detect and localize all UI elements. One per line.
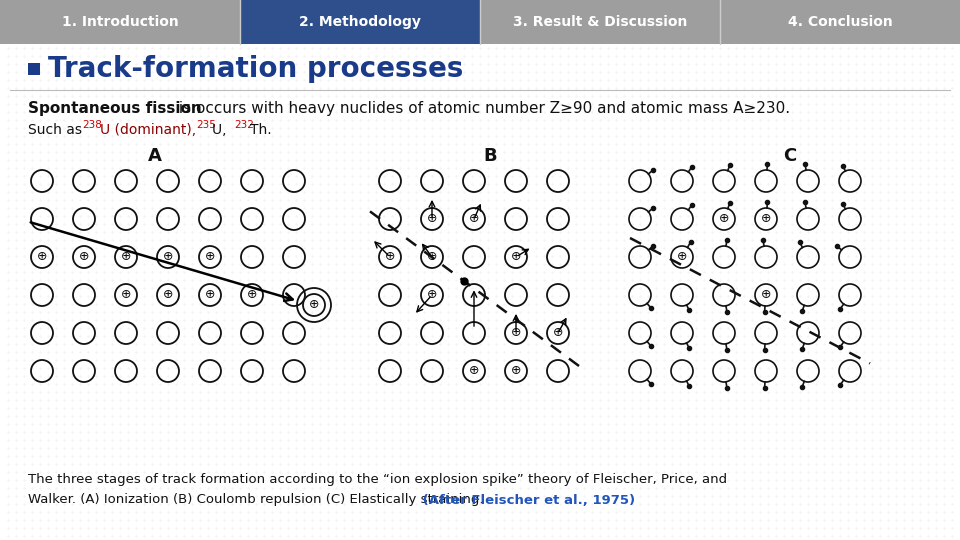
Bar	[480, 0, 720, 44]
Text: Such as: Such as	[28, 123, 86, 137]
Text: ⊕: ⊕	[760, 213, 771, 226]
Text: 4. Conclusion: 4. Conclusion	[787, 15, 893, 29]
Text: 238: 238	[82, 120, 102, 130]
Bar	[28, 63, 40, 75]
Text: ⊕: ⊕	[121, 251, 132, 264]
Text: Th.: Th.	[250, 123, 272, 137]
Text: ⊕: ⊕	[204, 288, 215, 301]
Text: ⊕: ⊕	[468, 364, 479, 377]
Text: ⊕: ⊕	[511, 327, 521, 340]
Text: ⊕: ⊕	[385, 251, 396, 264]
Text: Track-formation processes: Track-formation processes	[48, 55, 464, 83]
Text: 1. Introduction: 1. Introduction	[61, 15, 179, 29]
Text: U (dominant),: U (dominant),	[100, 123, 196, 137]
Text: 235: 235	[196, 120, 216, 130]
Text: ⊕: ⊕	[677, 251, 687, 264]
Text: 3. Result & Discussion: 3. Result & Discussion	[513, 15, 687, 29]
Text: ⊕: ⊕	[121, 288, 132, 301]
Text: Walker. (A) Ionization (B) Coulomb repulsion (C) Elastically straining.: Walker. (A) Ionization (B) Coulomb repul…	[28, 494, 484, 507]
Text: ⊕: ⊕	[247, 288, 257, 301]
Text: ⊕: ⊕	[163, 251, 173, 264]
Text: The three stages of track formation according to the “ion explosion spike” theor: The three stages of track formation acco…	[28, 474, 727, 487]
Text: 2. Methodology: 2. Methodology	[300, 15, 420, 29]
Text: 232: 232	[234, 120, 253, 130]
Bar	[240, 0, 480, 44]
Text: ⊕: ⊕	[204, 251, 215, 264]
Text: B: B	[483, 147, 497, 165]
Text: ⊕: ⊕	[309, 299, 320, 312]
Text: Spontaneous fission: Spontaneous fission	[28, 100, 202, 116]
Text: ⊕: ⊕	[511, 364, 521, 377]
Text: is occurs with heavy nuclides of atomic number Z≥90 and atomic mass A≥230.: is occurs with heavy nuclides of atomic …	[174, 100, 790, 116]
Text: U,: U,	[212, 123, 230, 137]
Text: ⊕: ⊕	[427, 251, 437, 264]
Text: ⊕: ⊕	[36, 251, 47, 264]
Text: ⊕: ⊕	[719, 213, 730, 226]
Text: A: A	[148, 147, 162, 165]
Text: (After Fleischer et al., 1975): (After Fleischer et al., 1975)	[418, 494, 636, 507]
Bar	[0, 0, 240, 44]
Text: ⊕: ⊕	[427, 213, 437, 226]
Text: ⊕: ⊕	[79, 251, 89, 264]
Text: ⊕: ⊕	[511, 251, 521, 264]
Text: ⊕: ⊕	[468, 213, 479, 226]
Text: ⊕: ⊕	[760, 288, 771, 301]
Text: ⊕: ⊕	[163, 288, 173, 301]
Bar	[720, 0, 960, 44]
Text: ⊕: ⊕	[427, 288, 437, 301]
Text: ⊕: ⊕	[553, 327, 564, 340]
Text: C: C	[783, 147, 797, 165]
